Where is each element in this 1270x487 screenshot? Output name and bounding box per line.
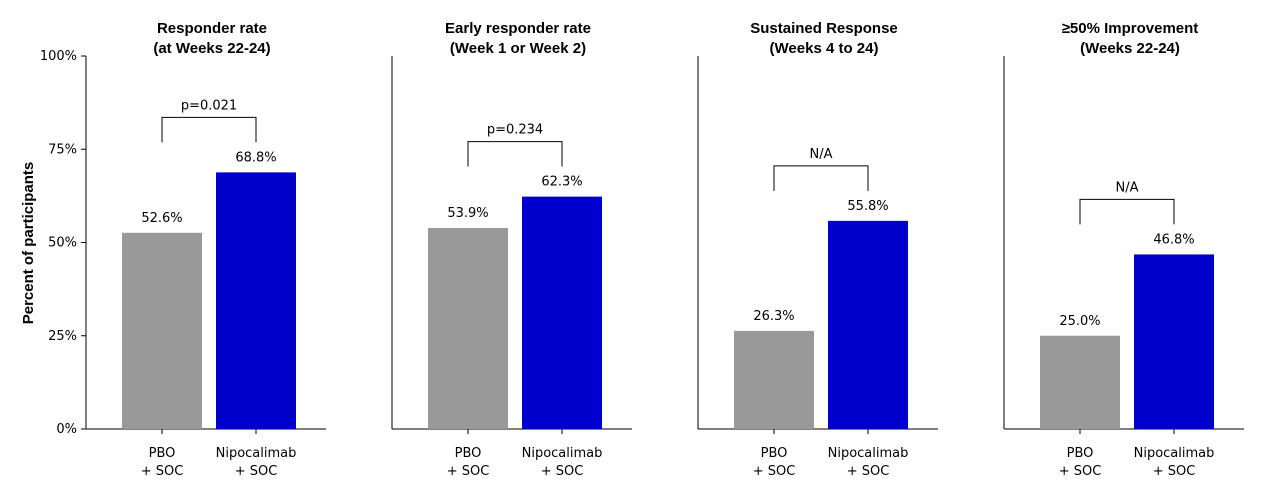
bar-value-label: 46.8% [1153,232,1194,247]
bar [216,172,296,429]
x-category-label-line1: Nipocalimab [216,446,297,461]
panel-title-line1: Sustained Response [750,20,898,37]
bar [828,220,908,429]
y-tick-label: 0% [56,422,77,437]
y-tick-label: 50% [48,236,77,251]
y-tick-label: 100% [40,49,77,64]
x-category-label-line2: + SOC [447,464,490,479]
y-axis-label: Percent of participants [20,162,37,325]
x-category-label-line1: PBO [761,446,788,461]
panel-title-line1: Early responder rate [445,20,591,37]
bar-value-label: 55.8% [847,199,888,214]
x-category-label-line2: + SOC [1059,464,1102,479]
y-tick-label: 25% [48,329,77,344]
x-category-label-line2: + SOC [1153,464,1196,479]
panel-title-line1: ≥50% Improvement [1062,20,1199,37]
x-category-label-line1: Nipocalimab [828,446,909,461]
bar-value-label: 68.8% [235,150,276,165]
bar-value-label: 26.3% [753,309,794,324]
x-category-label-line1: PBO [1067,446,1094,461]
bar [1040,335,1120,429]
x-category-label-line2: + SOC [235,464,278,479]
bar-value-label: 53.9% [447,206,488,221]
significance-label: N/A [1116,180,1139,195]
x-category-label-line2: + SOC [141,464,184,479]
bar [428,227,508,429]
panel-title-line2: (Week 1 or Week 2) [450,40,586,57]
bar [1134,254,1214,429]
bar [734,330,814,429]
y-tick-label: 75% [48,142,77,157]
panel-title-line1: Responder rate [157,20,267,37]
bar-value-label: 52.6% [141,211,182,226]
x-category-label-line2: + SOC [541,464,584,479]
significance-bracket [1079,198,1175,225]
x-category-label-line1: PBO [455,446,482,461]
significance-bracket [773,165,869,191]
x-category-label-line2: + SOC [753,464,796,479]
panel-title-line2: (at Weeks 22-24) [153,40,270,57]
panel-title-line2: (Weeks 4 to 24) [770,40,879,57]
x-category-label-line1: Nipocalimab [1134,446,1215,461]
bar [522,196,602,429]
panel-title-line2: (Weeks 22-24) [1080,40,1180,57]
significance-label: p=0.234 [487,123,543,138]
significance-bracket [467,141,563,167]
bar [122,232,202,429]
x-category-label-line2: + SOC [847,464,890,479]
bar-value-label: 62.3% [541,175,582,190]
significance-label: p=0.021 [181,98,237,113]
x-category-label-line1: PBO [149,446,176,461]
x-category-label-line1: Nipocalimab [522,446,603,461]
significance-bracket [161,116,257,143]
bar-value-label: 25.0% [1059,314,1100,329]
significance-label: N/A [810,147,833,162]
